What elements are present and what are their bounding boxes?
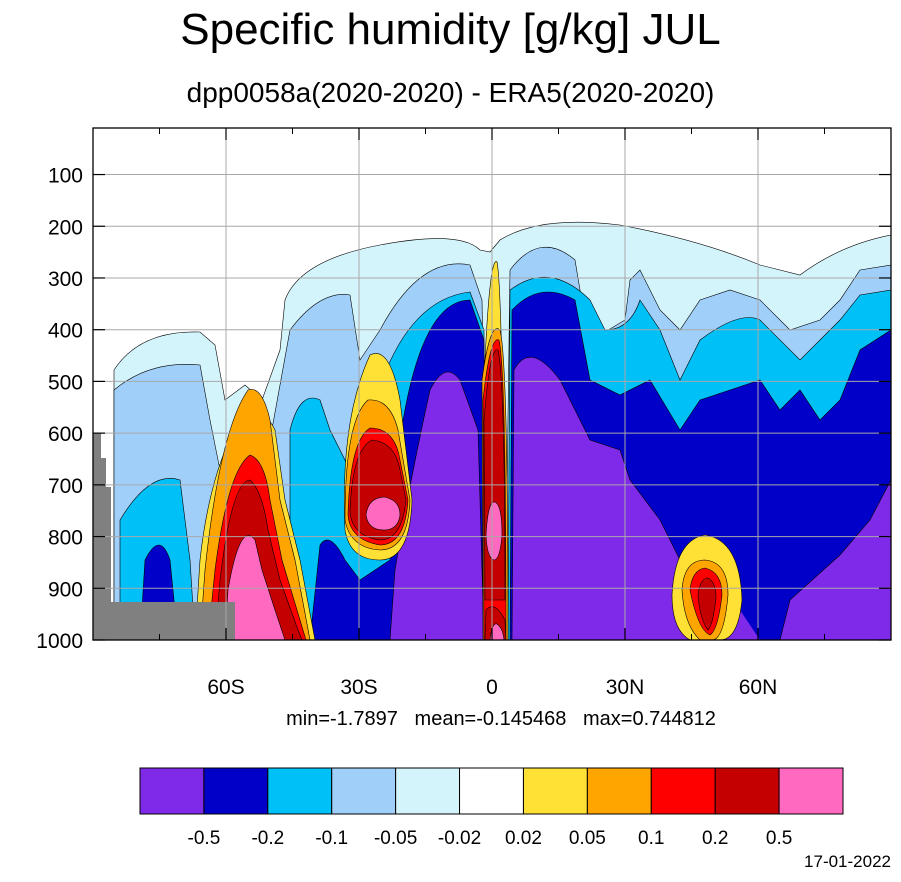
y-tick-label: 500 (48, 371, 83, 394)
x-tick-label: 60N (739, 676, 778, 699)
y-tick-label: 700 (48, 475, 83, 498)
y-tick-label: 400 (48, 320, 83, 343)
colorbar-swatch (203, 767, 269, 815)
colorbar-swatch (778, 767, 844, 815)
y-axis: 100 200 300 400 500 600 700 800 900 1000 (36, 165, 891, 653)
colorbar-swatch (395, 767, 461, 815)
x-axis: 60S 30S 0 30N 60N (159, 128, 825, 699)
contour-pos-eq-0.2 (483, 349, 507, 640)
contour-pos-48n-0.2 (697, 577, 717, 631)
colorbar-label: -0.2 (251, 828, 284, 849)
colorbar-swatch (650, 767, 716, 815)
colorbar-label: -0.05 (374, 828, 417, 849)
colorbar-swatch (267, 767, 333, 815)
colorbar-swatch (714, 767, 780, 815)
colorbar-swatch (586, 767, 652, 815)
contour-pos-25s-0.5 (365, 496, 401, 531)
date-stamp: 17-01-2022 (804, 852, 891, 871)
colorbar-swatch (139, 767, 205, 815)
stat-mean: mean=-0.145468 (414, 708, 567, 730)
y-tick-label: 600 (48, 423, 83, 446)
colorbar: -0.5 -0.2 -0.1 -0.05 -0.02 0.02 0.05 0.1 0.2 0.5 (139, 767, 844, 849)
contour-field (93, 221, 891, 640)
chart-subtitle: dpp0058a(2020-2020) - ERA5(2020-2020) (186, 77, 715, 108)
colorbar-label: 0.02 (505, 828, 542, 849)
x-tick-label: 60S (207, 676, 244, 699)
stats-line: min=-1.7897 mean=-0.145468 max=0.744812 (0, 706, 901, 732)
colorbar-label: -0.5 (188, 828, 221, 849)
colorbar-label: 0.05 (569, 828, 606, 849)
y-tick-label: 800 (48, 527, 83, 550)
colorbar-label: 0.1 (638, 828, 664, 849)
x-tick-label: 0 (486, 676, 498, 699)
colorbar-label: -0.02 (438, 828, 481, 849)
y-tick-label: 900 (48, 578, 83, 601)
colorbar-swatch (331, 767, 397, 815)
colorbar-label: -0.1 (315, 828, 348, 849)
colorbar-label: 0.5 (766, 828, 792, 849)
stat-min: min=-1.7897 (286, 708, 398, 730)
x-tick-label: 30S (340, 676, 377, 699)
colorbar-label: 0.2 (702, 828, 728, 849)
colorbar-swatch (522, 767, 588, 815)
y-tick-label: 1000 (36, 630, 83, 653)
colorbar-swatch (459, 767, 524, 815)
y-tick-label: 300 (48, 268, 83, 291)
chart-title: Specific humidity [g/kg] JUL (180, 5, 721, 54)
x-tick-label: 30N (606, 676, 645, 699)
grid (93, 128, 891, 640)
y-tick-label: 100 (48, 165, 83, 188)
stat-max: max=0.744812 (583, 708, 716, 730)
topography-mask (93, 433, 235, 640)
y-tick-label: 200 (48, 216, 83, 239)
